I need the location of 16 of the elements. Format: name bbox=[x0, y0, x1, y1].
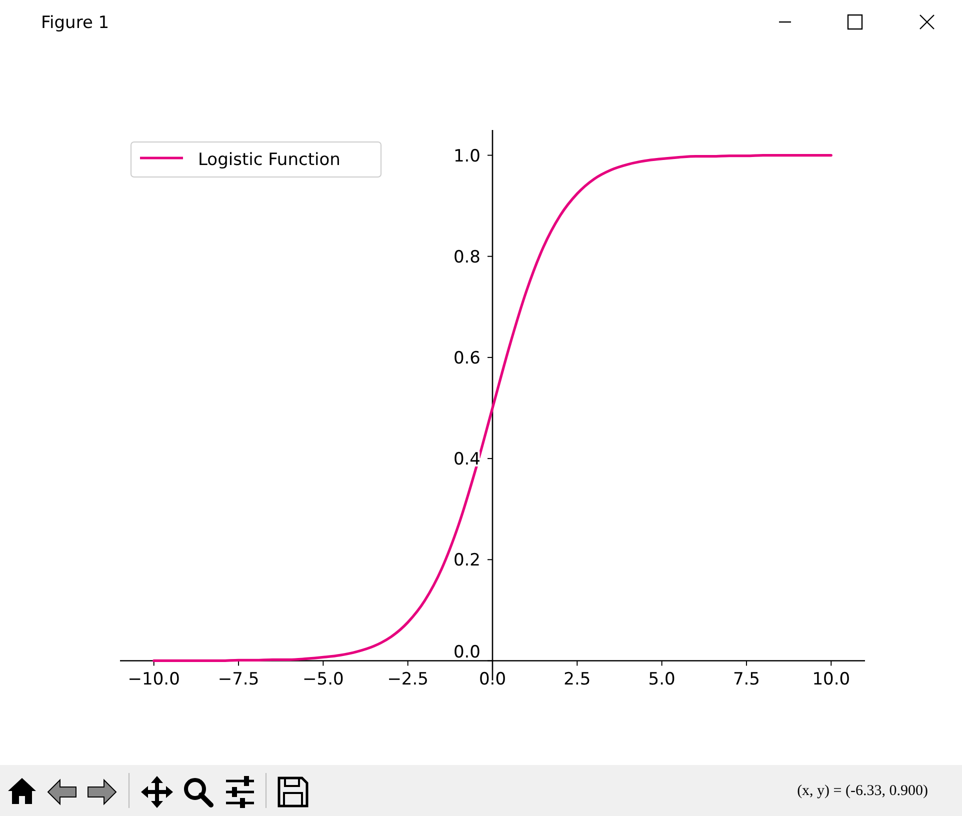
x-tick-label: −10.0 bbox=[128, 670, 180, 690]
y-tick-label: 0.0 bbox=[453, 642, 480, 663]
y-tick-label: 0.8 bbox=[453, 247, 480, 268]
x-tick-label: 5.0 bbox=[648, 670, 676, 690]
legend-label: Logistic Function bbox=[198, 150, 340, 170]
y-tick-label: 0.6 bbox=[453, 348, 480, 368]
x-tick-label: 10.0 bbox=[812, 670, 850, 690]
x-tick-label: −5.0 bbox=[302, 670, 344, 690]
x-tick-label: −7.5 bbox=[218, 670, 260, 690]
x-tick-label: 2.5 bbox=[564, 670, 591, 690]
text: (x, y) = (-6.33, 0.900) bbox=[797, 783, 928, 799]
x-tick-label: 7.5 bbox=[732, 670, 760, 690]
x-tick-label: −2.5 bbox=[387, 670, 428, 690]
y-tick-label: 1.0 bbox=[453, 146, 480, 166]
caption: Figure 1 bbox=[41, 13, 110, 33]
y-tick-label: 0.2 bbox=[453, 550, 480, 571]
